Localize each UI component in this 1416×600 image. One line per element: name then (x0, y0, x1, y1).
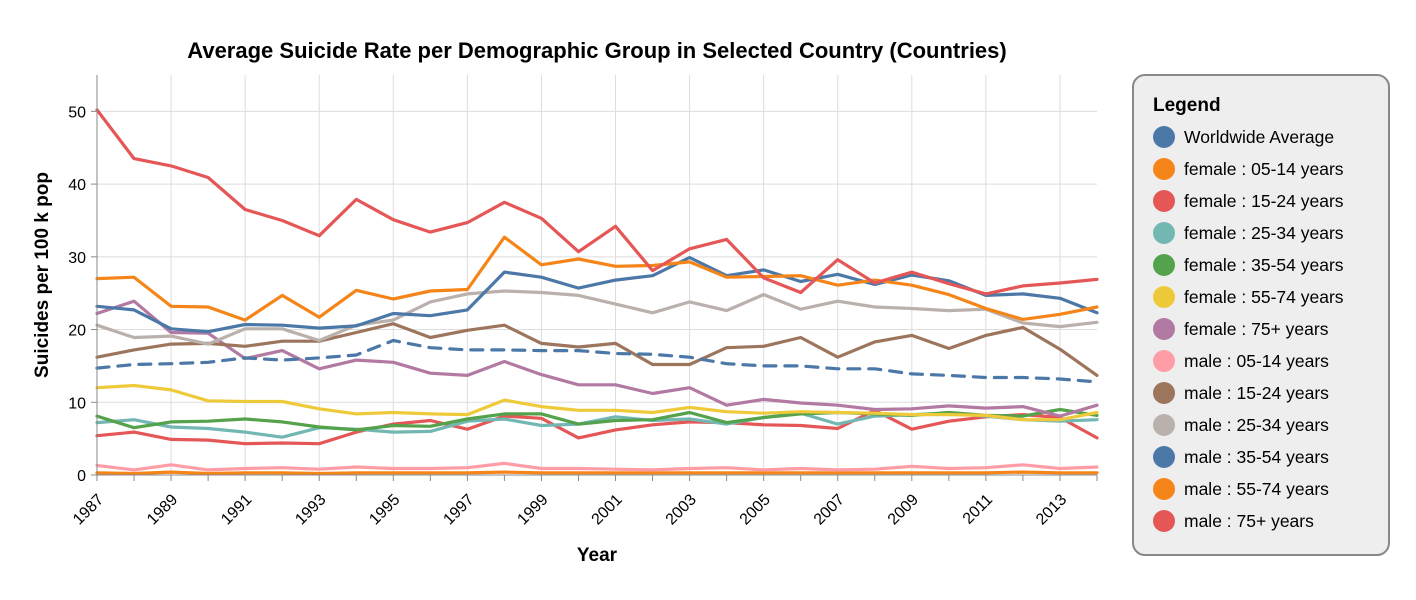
series-line-male-25-34-years (95, 289, 1099, 346)
series-line-worldwide-average (95, 338, 1099, 384)
legend-swatch (1153, 382, 1175, 404)
y-tick-label: 50 (68, 104, 86, 121)
series-line-female-05-14-years (95, 470, 1099, 476)
legend-label: female : 35-54 years (1184, 255, 1344, 275)
x-tick-label: 1993 (292, 491, 329, 528)
legend-box (1132, 74, 1390, 556)
series-line-male-15-24-years (95, 322, 1099, 377)
legend-swatch (1153, 510, 1175, 532)
legend: Legend Worldwide Average female : 05-14 y… (1132, 74, 1390, 556)
legend-label: male : 25-34 years (1184, 415, 1329, 435)
x-tick-label: 2013 (1033, 491, 1070, 528)
legend-swatch (1153, 254, 1175, 276)
y-tick-label: 20 (68, 323, 86, 340)
x-tick-label: 1995 (366, 491, 403, 528)
legend-swatch (1153, 478, 1175, 500)
legend-swatch (1153, 190, 1175, 212)
axes: 0 10 20 30 40 50 1987 1989 1991 1993 1995 1997 1999 2… (68, 75, 1098, 528)
series-line-female-15-24-years (95, 408, 1099, 446)
x-tick-label: 1997 (440, 491, 477, 528)
y-axis-title: Suicides per 100 k pop (32, 172, 53, 378)
y-tick-label: 30 (68, 250, 86, 267)
x-tick-label: 2001 (589, 491, 626, 528)
legend-label: female : 55-74 years (1184, 287, 1344, 307)
x-tick-label: 1999 (514, 491, 551, 528)
legend-label: male : 55-74 years (1184, 479, 1329, 499)
legend-swatch (1153, 318, 1175, 340)
y-tick-label: 40 (68, 177, 86, 194)
legend-swatch (1153, 158, 1175, 180)
series-line-female-75-years (95, 299, 1099, 418)
plot-lines (95, 108, 1099, 476)
x-tick-label: 1991 (218, 491, 255, 528)
legend-label: female : 05-14 years (1184, 159, 1344, 179)
x-axis-title: Year (577, 545, 618, 566)
x-tick-label: 1989 (144, 491, 181, 528)
chart-title: Average Suicide Rate per Demographic Gro… (187, 38, 1006, 63)
x-tick-label: 1987 (70, 491, 107, 528)
legend-swatch (1153, 446, 1175, 468)
legend-swatch (1153, 286, 1175, 308)
y-tick-label: 0 (77, 468, 86, 485)
legend-label: male : 05-14 years (1184, 351, 1329, 371)
x-tick-label: 2003 (663, 491, 700, 528)
legend-swatch (1153, 414, 1175, 436)
legend-label: Worldwide Average (1184, 127, 1334, 147)
legend-label: female : 25-34 years (1184, 223, 1344, 243)
legend-label: male : 75+ years (1184, 511, 1314, 531)
series-line-male-55-74-years (95, 235, 1099, 322)
x-tick-label: 2005 (737, 491, 774, 528)
series-line-female-55-74-years (95, 383, 1099, 422)
legend-label: male : 35-54 years (1184, 447, 1329, 467)
x-tick-label: 2011 (960, 491, 996, 527)
legend-title: Legend (1153, 95, 1221, 116)
y-tick-label: 10 (68, 395, 86, 412)
legend-items: Worldwide Average female : 05-14 years fem… (1153, 126, 1344, 532)
series-line-male-05-14-years (95, 461, 1099, 472)
x-tick-label: 2007 (811, 491, 848, 528)
legend-swatch (1153, 126, 1175, 148)
legend-swatch (1153, 350, 1175, 372)
legend-label: female : 15-24 years (1184, 191, 1344, 211)
legend-label: female : 75+ years (1184, 319, 1329, 339)
legend-label: male : 15-24 years (1184, 383, 1329, 403)
series-line-male-75-years (95, 108, 1099, 296)
legend-swatch (1153, 222, 1175, 244)
x-tick-label: 2009 (885, 491, 922, 528)
